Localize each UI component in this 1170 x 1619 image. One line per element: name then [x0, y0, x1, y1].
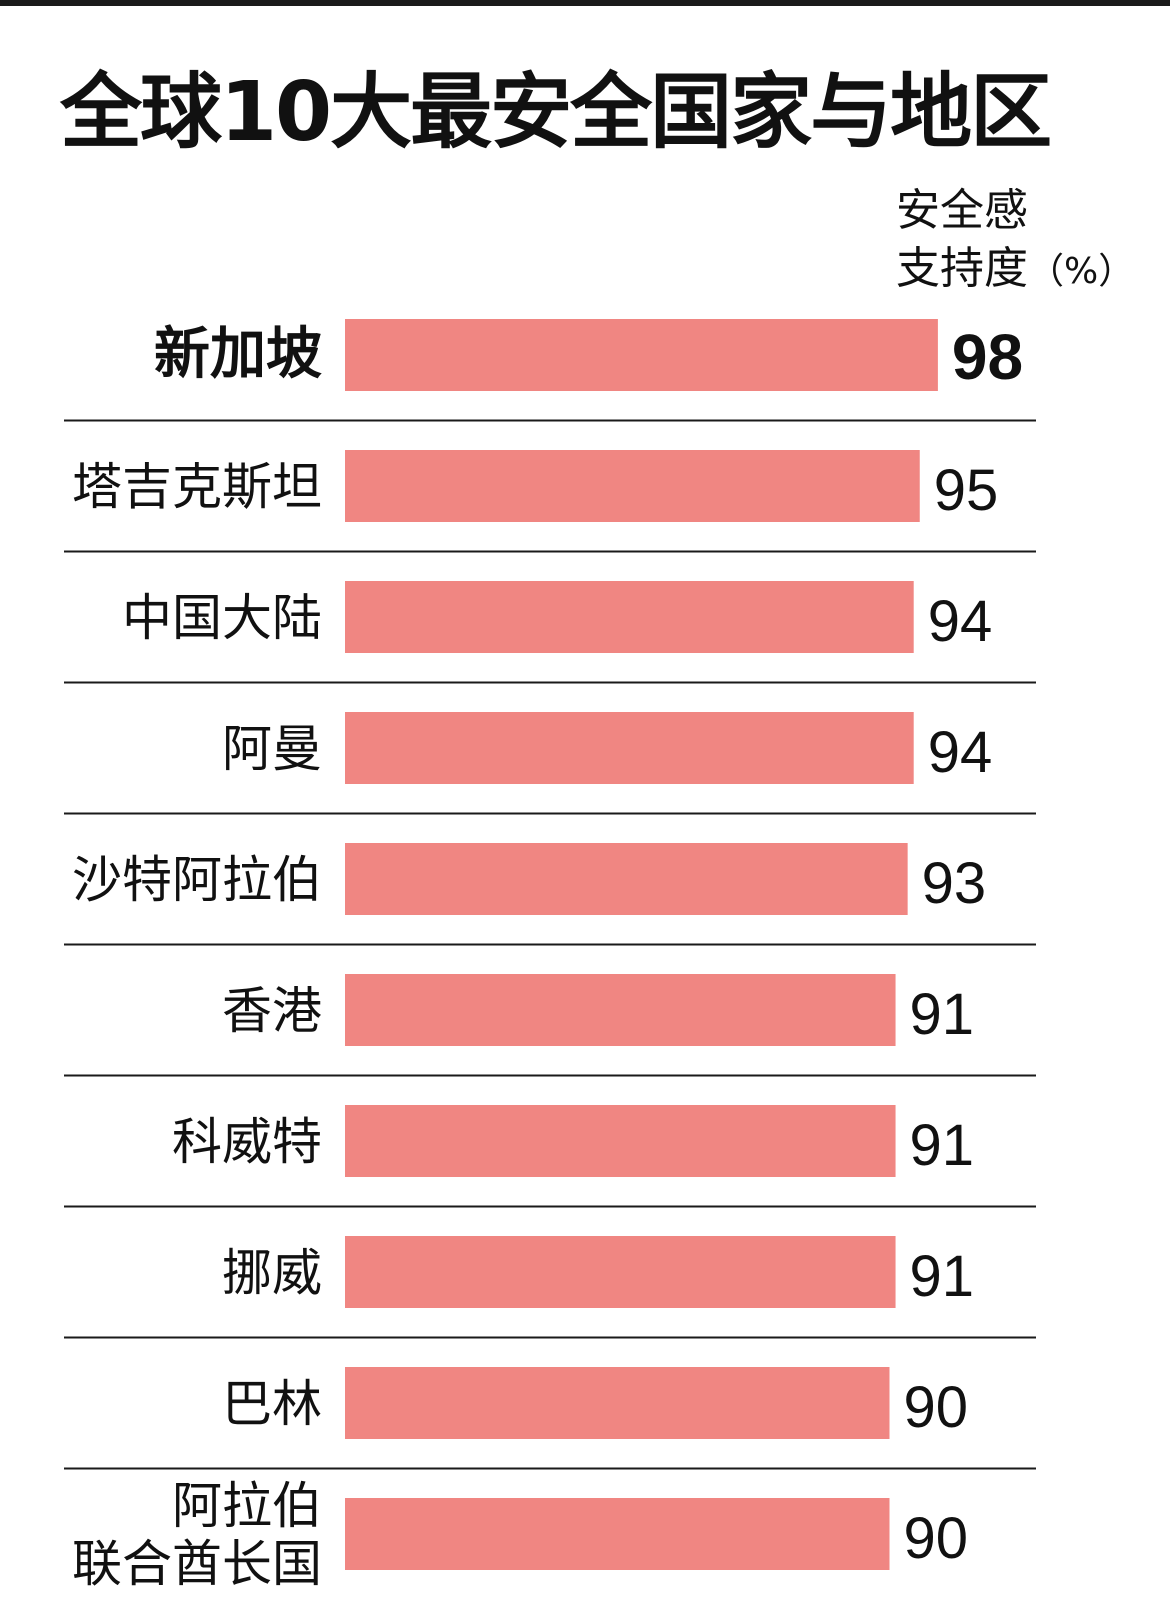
unit-label-line2: 支持度（%）: [896, 240, 1166, 301]
category-label-2: 塔吉克斯坦: [72, 458, 322, 516]
bar-4: [345, 712, 914, 784]
category-label-3: 中国大陆: [122, 589, 322, 647]
category-label-10-line-2: 联合酋长国: [72, 1535, 322, 1593]
category-label-4: 阿曼: [222, 720, 322, 778]
value-label-10: 90: [904, 1506, 969, 1571]
chart-title: 全球10大最安全国家与地区: [60, 65, 1052, 160]
bar-1: [345, 319, 938, 391]
category-label-1: 新加坡: [154, 322, 322, 387]
bar-8: [345, 1236, 896, 1308]
value-label-7: 91: [910, 1113, 975, 1178]
value-label-9: 90: [904, 1375, 969, 1440]
value-label-8: 91: [910, 1244, 975, 1309]
bar-7: [345, 1105, 896, 1177]
bar-5: [345, 843, 908, 915]
unit-label-line1: 安全感: [896, 185, 1028, 236]
bar-10: [345, 1498, 890, 1570]
unit-label-percent: （%）: [1028, 251, 1135, 292]
category-label-9: 巴林: [222, 1375, 322, 1433]
bar-9: [345, 1367, 890, 1439]
value-label-5: 93: [922, 851, 987, 916]
bar-3: [345, 581, 914, 653]
category-label-7: 科威特: [172, 1113, 322, 1171]
value-label-2: 95: [934, 458, 999, 523]
value-label-6: 91: [910, 982, 975, 1047]
bar-2: [345, 450, 920, 522]
unit-label-line2-text: 支持度: [896, 243, 1028, 294]
value-label-1: 98: [952, 321, 1023, 393]
category-label-5: 沙特阿拉伯: [72, 851, 322, 909]
value-label-4: 94: [928, 720, 993, 785]
category-label-6: 香港: [222, 982, 322, 1040]
value-label-3: 94: [928, 589, 993, 654]
category-label-10-line-1: 阿拉伯: [172, 1477, 322, 1535]
category-label-8: 挪威: [222, 1244, 322, 1302]
unit-label: 安全感 支持度（%）: [896, 182, 1166, 301]
bar-6: [345, 974, 896, 1046]
top-rule: [0, 0, 1170, 6]
